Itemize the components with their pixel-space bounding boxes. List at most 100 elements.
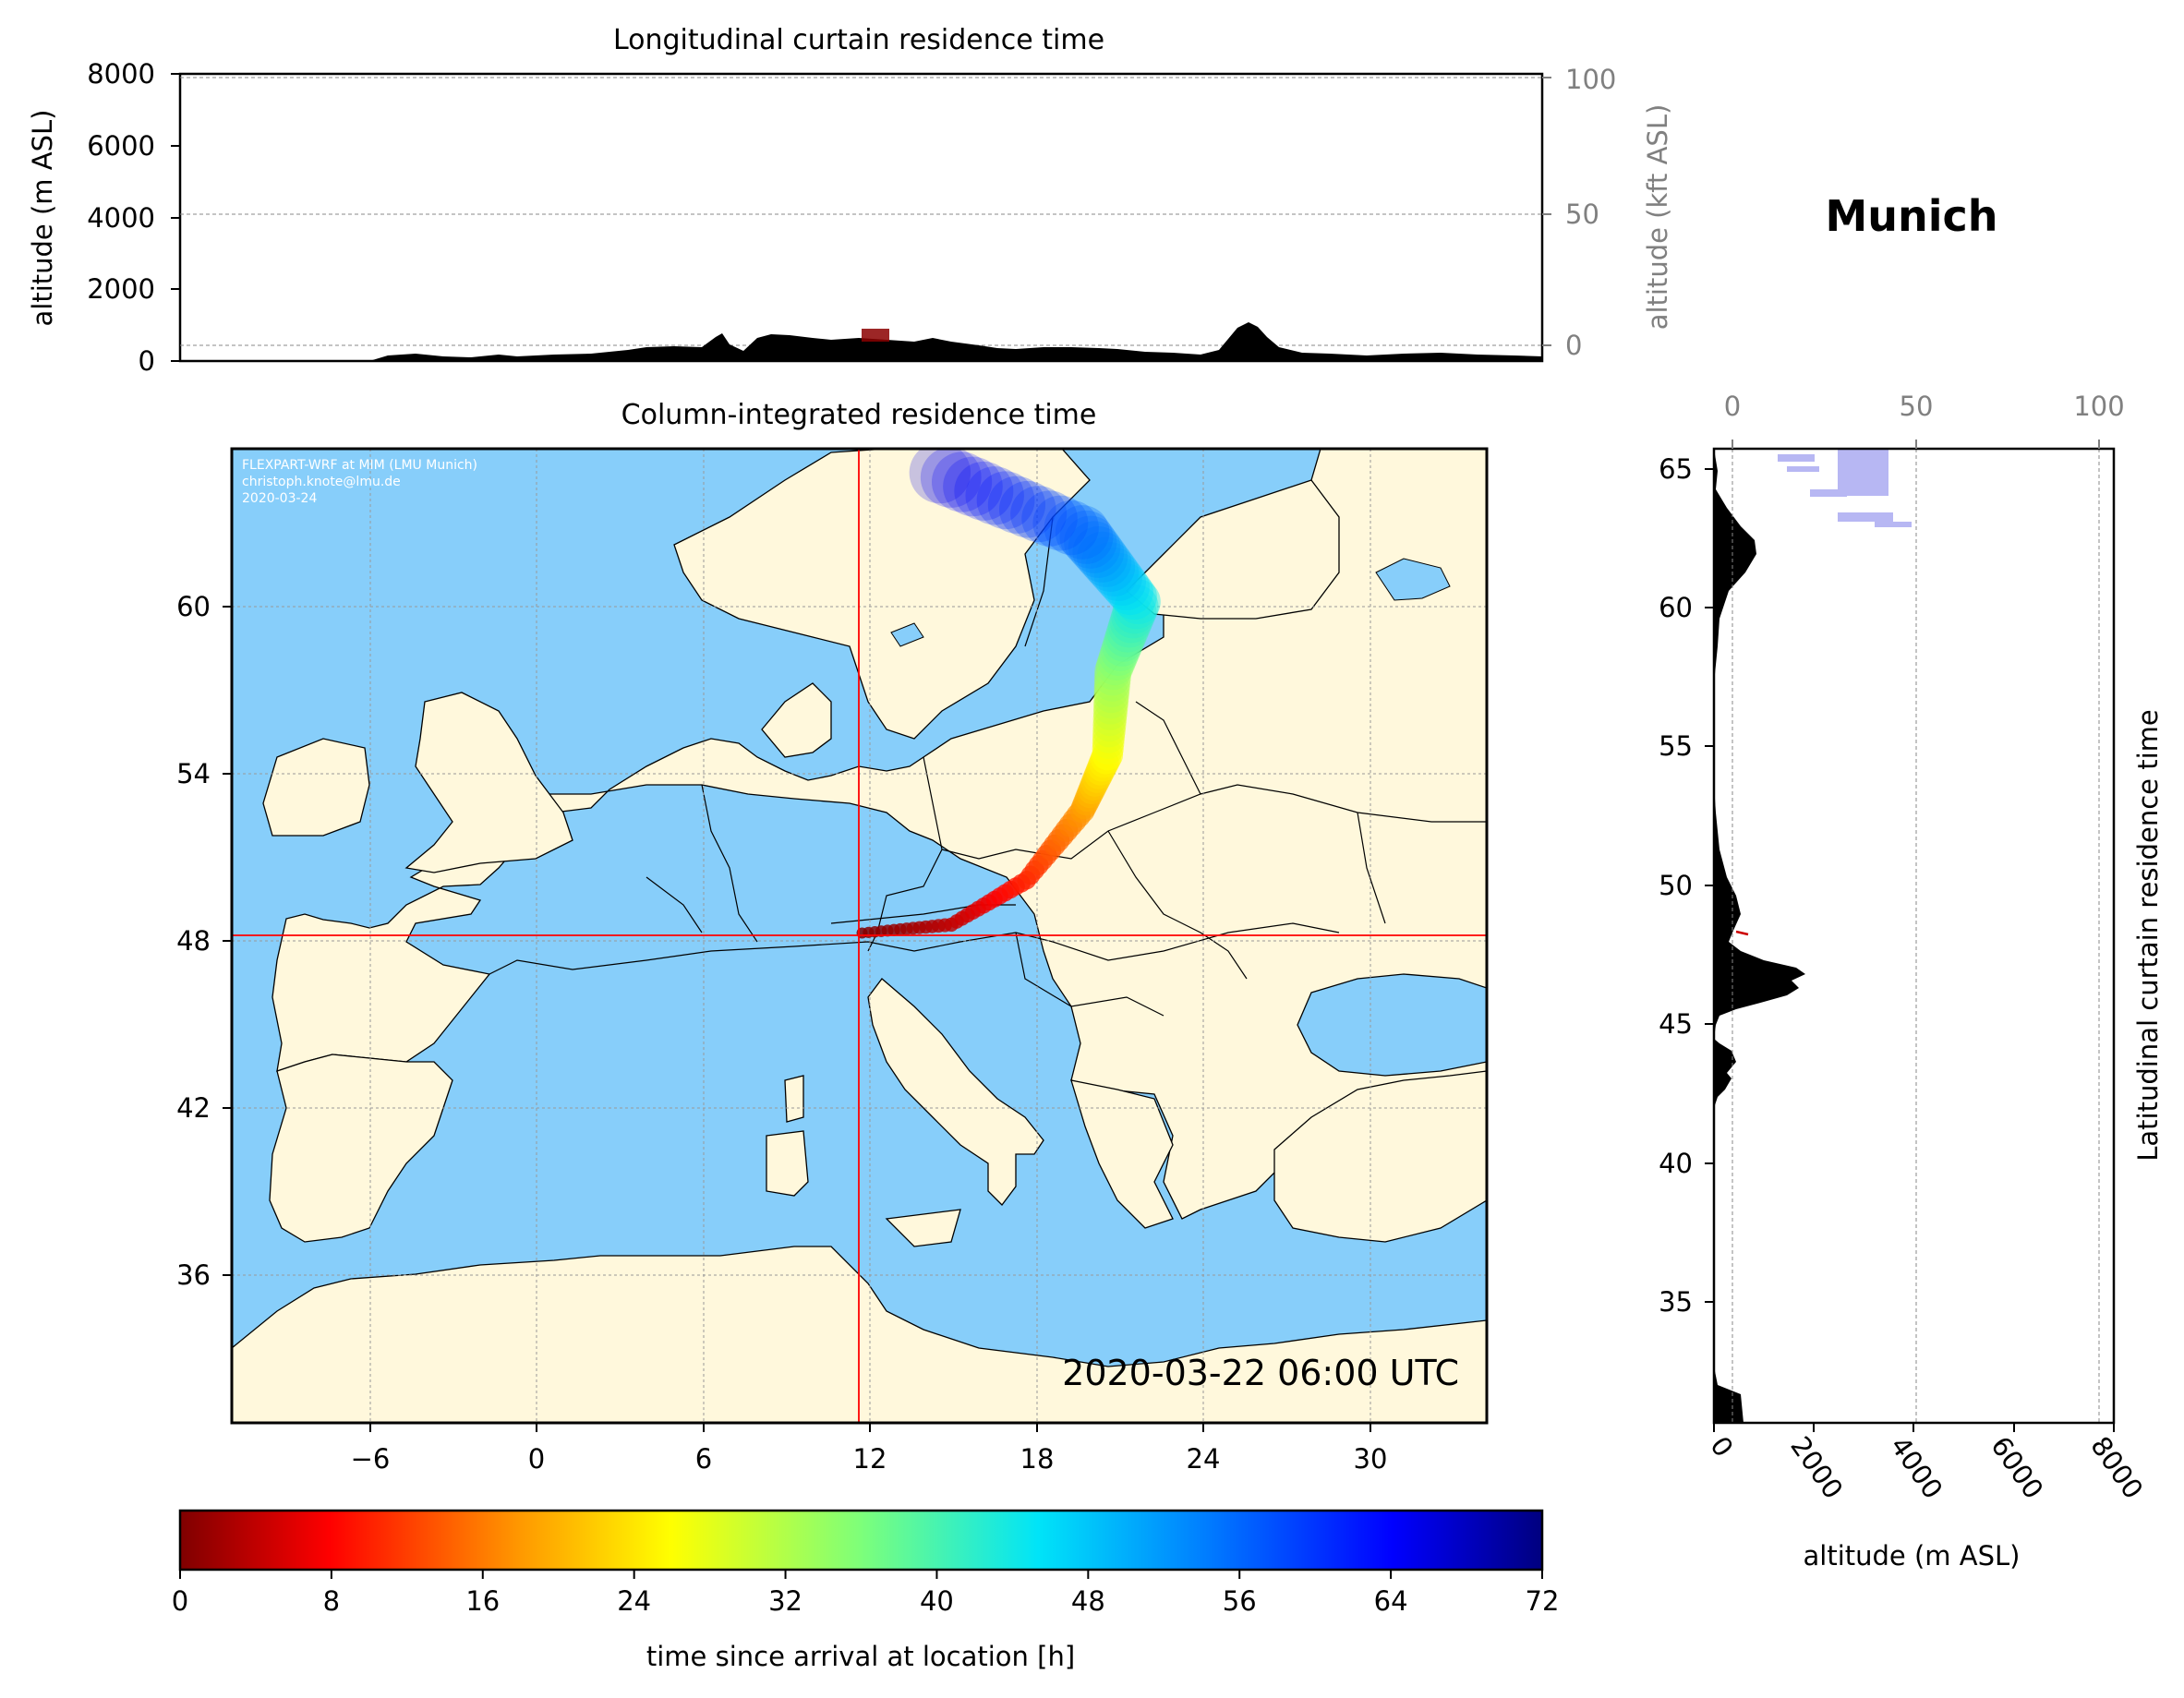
top-right-yaxis: 0 50 100	[1542, 64, 1616, 361]
plume-particle	[1106, 610, 1149, 653]
location-title: Munich	[1825, 191, 1997, 241]
map-land-finland	[1126, 479, 1340, 620]
map-ytick-label: 36	[176, 1259, 211, 1291]
right-panel-frame	[1712, 447, 2116, 1425]
map-land-corsica	[784, 1075, 804, 1123]
plume-particle	[943, 456, 1003, 517]
right-top-xaxis: 0 50 100	[1724, 391, 2125, 449]
plume-particle	[1099, 636, 1139, 677]
plume-particle	[1064, 515, 1117, 569]
map-xtick-label: 6	[695, 1443, 712, 1475]
right-ytick-label: 55	[1659, 730, 1693, 762]
plume-particle	[1104, 616, 1147, 657]
map-xtick-label: 18	[1020, 1443, 1055, 1475]
right-xtick-label: 0	[1704, 1431, 1739, 1463]
plume-particle	[1072, 526, 1125, 578]
plume-particle	[1102, 626, 1142, 667]
residence-time-plume	[856, 449, 1161, 939]
plume-particle	[1032, 495, 1089, 551]
map-land-iberia	[269, 1054, 453, 1243]
plume-particle	[987, 476, 1046, 534]
right-ytick-label: 45	[1659, 1008, 1693, 1040]
top-right-ytick-label: 50	[1565, 199, 1599, 230]
right-top-xtick-label: 0	[1724, 391, 1741, 422]
plume-particle	[920, 449, 982, 508]
plume-particle	[1077, 531, 1128, 583]
latitudinal-curtain-panel: 65 60 55 50 45 40 35 0 50 100 0 2000 400…	[1659, 391, 2164, 1572]
right-xtick-label: 8000	[2084, 1431, 2149, 1505]
top-panel-title: Longitudinal curtain residence time	[613, 24, 1104, 56]
map-lake-vanern	[890, 622, 924, 647]
column-integrated-map-panel: Column-integrated residence time	[176, 399, 1489, 1475]
top-left-yaxis: 0 2000 4000 6000 8000	[87, 58, 180, 377]
map-xtick-label: −6	[351, 1443, 391, 1475]
plume-particle	[1080, 536, 1132, 587]
plume-particle	[1059, 510, 1114, 564]
top-ylabel-left: altitude (m ASL)	[27, 110, 58, 327]
plume-particle	[1100, 632, 1140, 671]
plume-particle	[1106, 568, 1153, 616]
plume-particle	[965, 466, 1024, 525]
plume-particle	[1112, 589, 1157, 634]
plume-particle	[1111, 573, 1157, 620]
top-right-ytick-label: 100	[1565, 64, 1616, 95]
map-xtick-label: 0	[528, 1443, 545, 1475]
right-top-xtick-label: 50	[1900, 391, 1934, 422]
map-panel-title: Column-integrated residence time	[621, 399, 1097, 431]
colorbar-tick-label: 40	[920, 1585, 954, 1617]
map-watermark-line: 2020-03-24	[242, 491, 317, 506]
colorbar-tick-label: 0	[172, 1585, 188, 1617]
plume-particle	[1111, 595, 1155, 639]
plume-particle	[1104, 620, 1144, 662]
right-high-altitude-residence	[1778, 450, 1912, 527]
top-residence-marker	[862, 329, 889, 342]
terrain-profile-longitudinal	[180, 322, 1542, 361]
colorbar-tick-label: 16	[465, 1585, 500, 1617]
colorbar: 0 8 16 24 32 40 48 56 64 72 time since arrival at…	[172, 1509, 1560, 1672]
plume-particle	[1010, 486, 1068, 543]
plume-particle	[1116, 579, 1161, 625]
colorbar-tick-label: 56	[1223, 1585, 1257, 1617]
plume-particle	[976, 471, 1035, 530]
top-ytick-label: 8000	[87, 58, 155, 90]
plume-particle	[1097, 642, 1136, 681]
right-ytick-label: 50	[1659, 870, 1693, 901]
map-land-ireland	[262, 738, 370, 837]
map-watermark-line: christoph.knote@lmu.de	[242, 475, 401, 489]
plume-particle	[909, 449, 971, 504]
colorbar-tick-label: 8	[323, 1585, 340, 1617]
right-xtick-label: 4000	[1884, 1431, 1949, 1505]
right-ylabel: Latitudinal curtain residence time	[2132, 709, 2164, 1162]
colorbar-tick-label: 72	[1526, 1585, 1560, 1617]
right-xtick-label: 6000	[1985, 1431, 2049, 1505]
right-ytick-label: 40	[1659, 1148, 1693, 1179]
plume-particle	[1109, 600, 1152, 644]
colorbar-tick-label: 24	[617, 1585, 651, 1617]
map-xtick-label: 30	[1354, 1443, 1388, 1475]
map-land-denmark	[761, 682, 832, 758]
plume-particle	[1103, 563, 1150, 611]
plume-particle	[1044, 500, 1099, 556]
map-country-borders	[489, 516, 1487, 1017]
colorbar-tick-label: 48	[1071, 1585, 1105, 1617]
plume-particle	[931, 452, 993, 512]
right-ytick-label: 60	[1659, 592, 1693, 623]
colorbar-gradient	[178, 1509, 1544, 1572]
map-xtick-label: 12	[853, 1443, 887, 1475]
right-xtick-label: 2000	[1784, 1431, 1849, 1505]
top-ytick-label: 4000	[87, 202, 155, 234]
map-ytick-label: 54	[176, 758, 211, 789]
map-land-greece	[1070, 1079, 1174, 1229]
plume-particle	[1107, 605, 1151, 648]
plume-particle	[1098, 558, 1147, 607]
longitudinal-curtain-panel: Longitudinal curtain residence time 0 20…	[27, 24, 1673, 377]
plume-particle	[1055, 505, 1110, 560]
map-land-turkey	[1273, 1070, 1487, 1243]
top-ylabel-right: altitude (kft ASL)	[1642, 104, 1673, 331]
plume-particle	[1090, 548, 1140, 596]
map-land-italy	[867, 978, 1044, 1206]
top-panel-frame	[178, 72, 1544, 363]
map-frame	[230, 447, 1489, 1425]
map-xaxis: −6 0 6 12 18 24 30	[351, 1423, 1388, 1475]
map-land-sicily	[885, 1209, 961, 1247]
